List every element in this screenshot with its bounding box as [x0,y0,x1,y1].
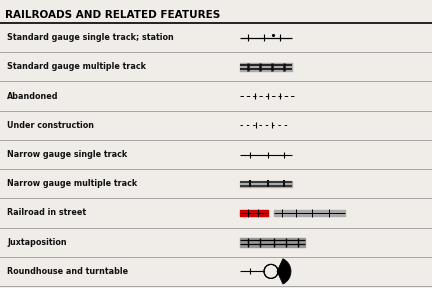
Text: Abandoned: Abandoned [7,92,58,101]
Text: Narrow gauge multiple track: Narrow gauge multiple track [7,179,137,188]
Text: Roundhouse and turntable: Roundhouse and turntable [7,267,128,276]
Text: Standard gauge single track; station: Standard gauge single track; station [7,33,174,42]
Text: Narrow gauge single track: Narrow gauge single track [7,150,127,159]
Text: Railroad in street: Railroad in street [7,209,86,217]
Text: Standard gauge multiple track: Standard gauge multiple track [7,62,146,71]
Wedge shape [277,259,291,284]
Text: Under construction: Under construction [7,121,94,130]
Text: Juxtaposition: Juxtaposition [7,238,67,247]
Text: RAILROADS AND RELATED FEATURES: RAILROADS AND RELATED FEATURES [5,10,220,20]
